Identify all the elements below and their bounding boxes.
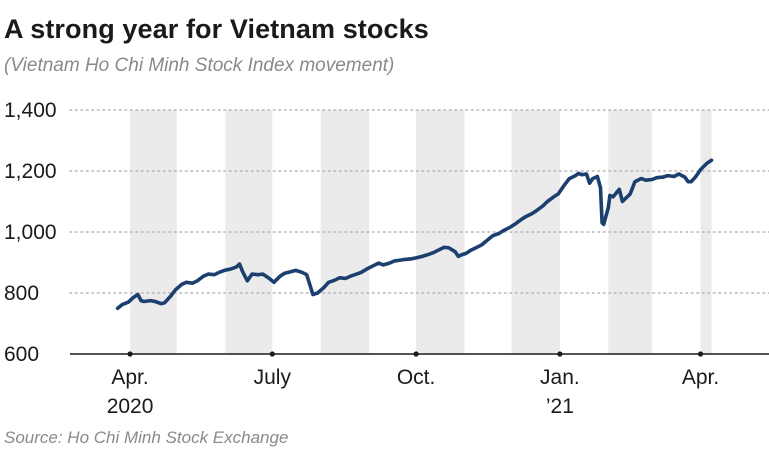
x-tick-mark-4 [557,351,563,357]
chart-subtitle: (Vietnam Ho Chi Minh Stock Index movemen… [4,55,395,76]
x-tick-label-4: Jan. [540,366,580,389]
y-tick-label-1200: 1,200 [4,160,57,183]
x-tick-mark-1 [127,351,133,357]
source-note: Source: Ho Chi Minh Stock Exchange [4,428,289,447]
x-tick-mark-3 [413,351,419,357]
x-tick-label-1: Apr. [111,366,148,389]
x-tick-label-5: Apr. [682,366,719,389]
x-tick-mark-2 [269,351,275,357]
x-axis-ticks: Apr. 2020 July Oct. Jan. ’21 Apr. [107,351,719,418]
shade-band-5 [511,110,560,354]
y-axis-tick-labels: 600 800 1,000 1,200 1,400 [4,99,57,366]
x-tick-sublabel-4: ’21 [546,395,574,418]
shade-band-7 [700,110,712,354]
gridlines [69,109,769,294]
index-series-line [115,158,714,311]
y-tick-label-1000: 1,000 [4,221,57,244]
x-tick-sublabel-1: 2020 [107,395,154,418]
x-tick-label-2: July [254,366,292,389]
x-tick-mark-5 [697,351,704,357]
chart-title: A strong year for Vietnam stocks [4,14,429,44]
y-tick-label-800: 800 [4,282,39,305]
shade-band-2 [225,110,273,354]
y-tick-label-600: 600 [4,343,39,366]
month-shading [130,110,712,354]
y-tick-label-1400: 1,400 [4,99,57,122]
x-tick-label-3: Oct. [397,366,436,389]
